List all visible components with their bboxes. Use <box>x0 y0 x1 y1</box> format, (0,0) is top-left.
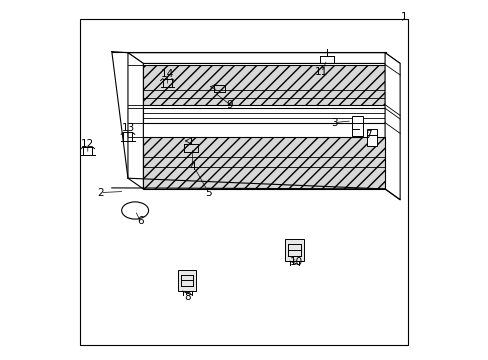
Text: 6: 6 <box>137 216 143 226</box>
Polygon shape <box>128 53 399 63</box>
Polygon shape <box>143 64 384 105</box>
Text: 5: 5 <box>205 188 211 198</box>
Text: 1: 1 <box>400 12 407 22</box>
Text: 9: 9 <box>226 100 233 110</box>
Text: 13: 13 <box>121 123 134 133</box>
Text: 4: 4 <box>189 162 195 172</box>
Text: 2: 2 <box>97 188 103 198</box>
Polygon shape <box>143 137 384 189</box>
Text: 3: 3 <box>330 118 337 128</box>
Polygon shape <box>128 53 143 189</box>
Text: 12: 12 <box>81 139 94 149</box>
Polygon shape <box>285 239 304 261</box>
Text: 8: 8 <box>183 292 190 302</box>
Polygon shape <box>178 270 196 291</box>
Text: 7: 7 <box>364 130 371 140</box>
Polygon shape <box>351 116 362 136</box>
Text: 11: 11 <box>314 67 327 77</box>
Polygon shape <box>143 108 384 123</box>
Polygon shape <box>384 53 399 200</box>
Text: 14: 14 <box>161 69 174 79</box>
Polygon shape <box>366 129 376 146</box>
Text: 10: 10 <box>289 257 303 267</box>
